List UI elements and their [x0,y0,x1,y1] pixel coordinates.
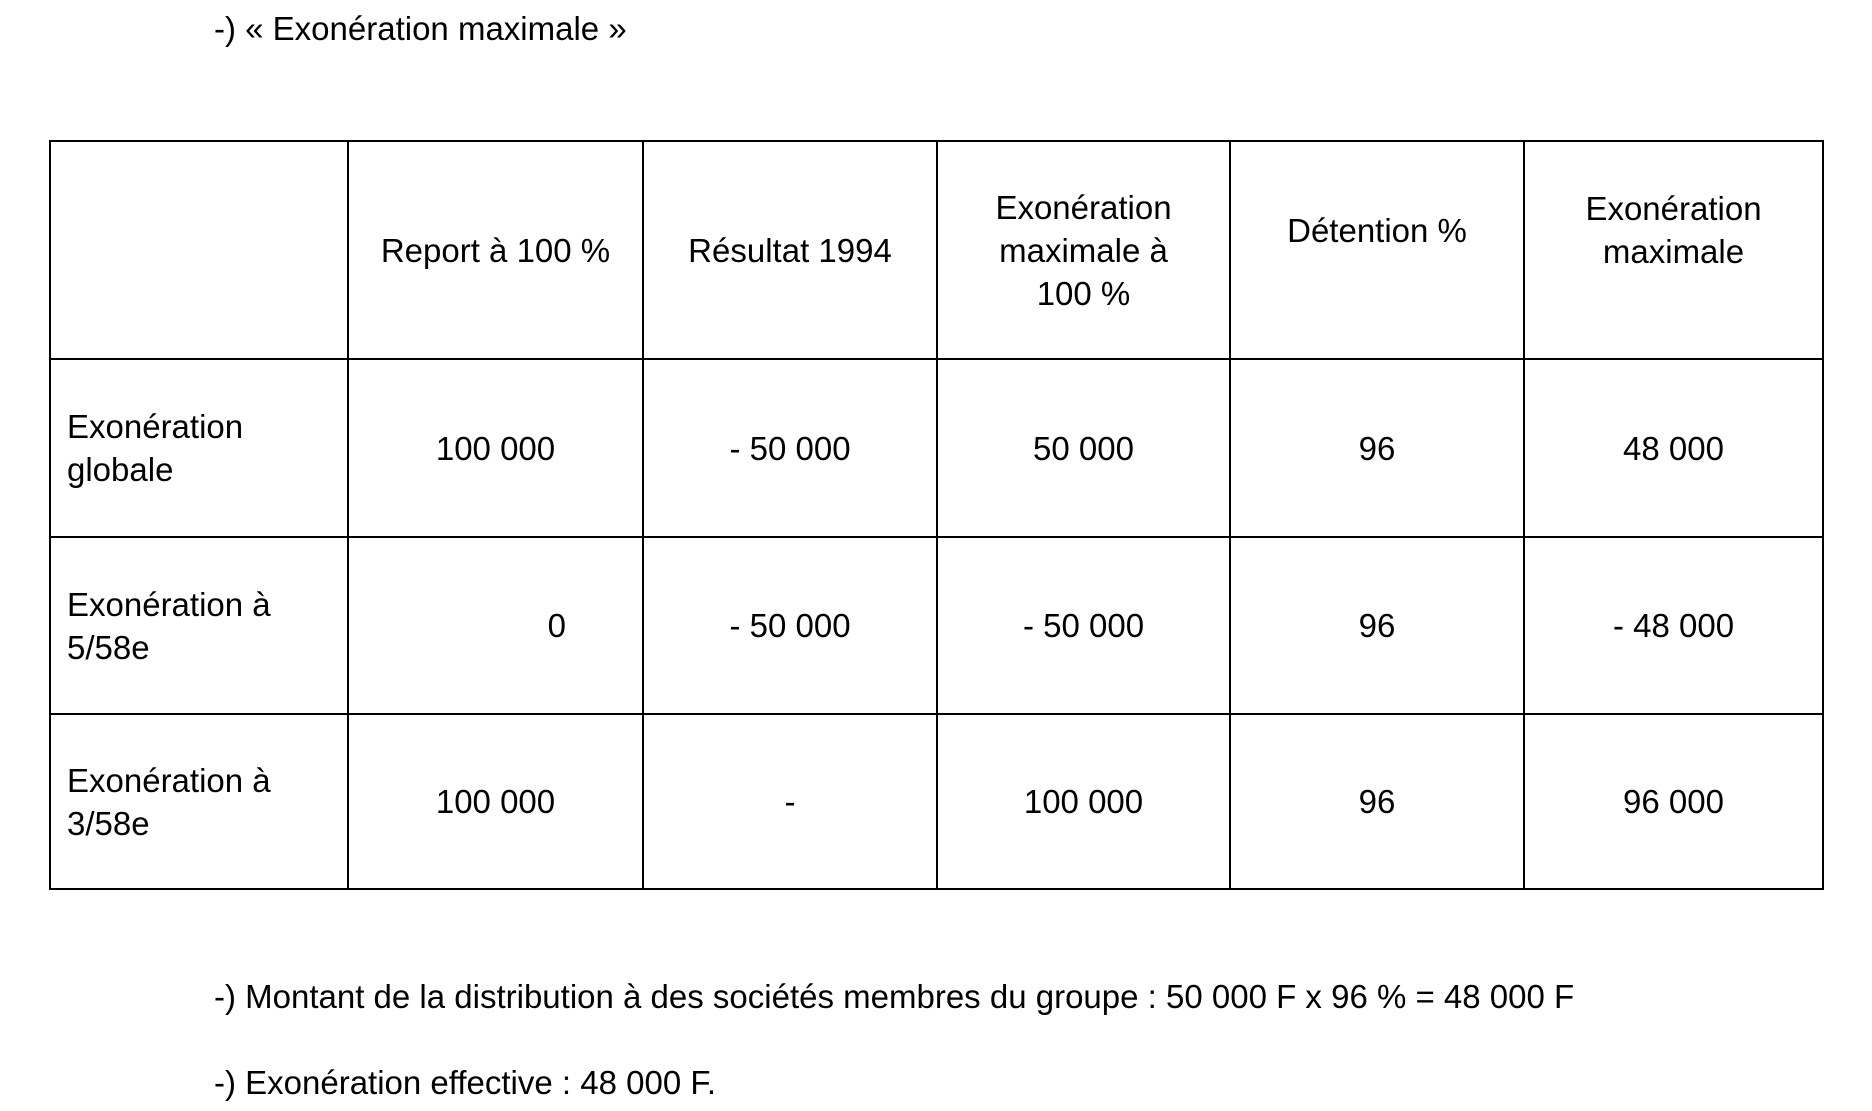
exoneration-table: Report à 100 % Résultat 1994 Exonération… [49,140,1824,890]
cell: - 50 000 [642,536,938,715]
row-label-text: Exonération globale [67,408,244,488]
header-cell: Résultat 1994 [642,140,938,360]
row-label: Exonération à 3/58e [49,713,349,890]
note-distribution: -) Montant de la distribution à des soci… [214,978,1575,1015]
table-row: Exonération globale 100 000 - 50 000 50 … [49,358,1824,538]
cell: - 48 000 [1523,536,1824,715]
note-exoneration: -) Exonération effective : 48 000 F. [214,1064,717,1101]
cell: 48 000 [1523,358,1824,538]
header-cell: Exonération maximale [1523,140,1824,360]
row-label-text: Exonération à 3/58e [67,761,271,842]
cell: 96 000 [1523,713,1824,890]
cell: - [642,713,938,890]
cell: 0 [347,536,644,715]
table-row: Exonération à 5/58e 0 - 50 000 - 50 000 … [49,536,1824,715]
cell: - 50 000 [642,358,938,538]
cell: 100 000 [936,713,1231,890]
row-label: Exonération à 5/58e [49,536,349,715]
header-cell [49,140,349,360]
header-cell: Exonération maximale à 100 % [936,140,1231,360]
header-cell: Report à 100 % [347,140,644,360]
header-cell: Détention % [1229,140,1525,360]
cell: 50 000 [936,358,1231,538]
table-row: Exonération à 3/58e 100 000 - 100 000 96… [49,713,1824,890]
header-text: Exonération maximale à 100 % [995,188,1172,312]
header-text: Détention % [1287,211,1467,249]
section-heading: -) « Exonération maximale » [214,10,627,47]
header-text: Exonération maximale [1585,190,1762,270]
cell: 96 [1229,536,1525,715]
cell: 96 [1229,713,1525,890]
cell: 100 000 [347,358,644,538]
cell: 100 000 [347,713,644,890]
cell: - 50 000 [936,536,1231,715]
cell: 96 [1229,358,1525,538]
row-label: Exonération globale [49,358,349,538]
table-header-row: Report à 100 % Résultat 1994 Exonération… [49,140,1824,360]
row-label-text: Exonération à 5/58e [67,585,271,666]
